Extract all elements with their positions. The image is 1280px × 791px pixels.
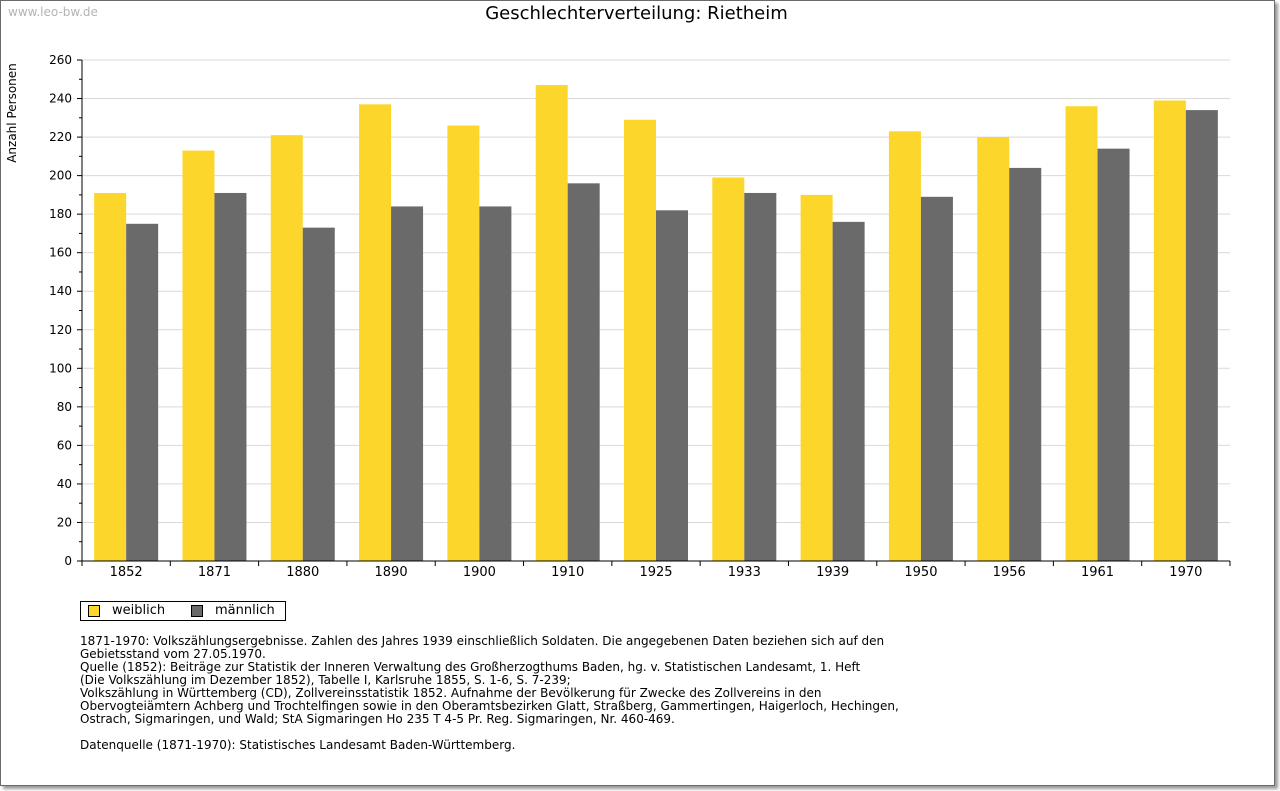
bar-weiblich-1880 — [270, 135, 303, 561]
y-tick-label: 100 — [49, 361, 72, 375]
bar-weiblich-1950 — [888, 131, 921, 562]
legend-item-weiblich: weiblich — [88, 603, 165, 618]
y-tick-label: 200 — [49, 169, 72, 183]
bar-maennlich-1939 — [832, 221, 865, 561]
x-tick-label: 1900 — [463, 565, 496, 580]
x-tick-label: 1910 — [551, 565, 584, 580]
bar-maennlich-1900 — [479, 206, 512, 561]
source-notes: 1871-1970: Volkszählungsergebnisse. Zahl… — [80, 635, 980, 752]
x-tick-label: 1852 — [110, 565, 143, 580]
y-tick-label: 140 — [49, 284, 72, 298]
y-tick-label: 20 — [57, 515, 72, 529]
legend-swatch-weiblich — [88, 604, 100, 617]
y-tick-label: 160 — [49, 246, 72, 260]
note-line: 1871-1970: Volkszählungsergebnisse. Zahl… — [80, 634, 885, 648]
note-line: Volkszählung in Württemberg (CD), Zollve… — [80, 686, 822, 700]
note-line: Obervogteiämtern Achberg und Trochtelfin… — [80, 699, 899, 713]
bar-weiblich-1970 — [1153, 100, 1186, 561]
y-tick-label: 260 — [49, 53, 72, 67]
legend: weiblich männlich — [80, 601, 286, 621]
bar-weiblich-1910 — [535, 85, 568, 562]
y-tick-label: 120 — [49, 323, 72, 337]
x-tick-label: 1939 — [816, 565, 849, 580]
bar-weiblich-1961 — [1065, 106, 1098, 561]
bar-maennlich-1852 — [126, 223, 159, 562]
legend-label-weiblich: weiblich — [112, 603, 166, 618]
data-source: Datenquelle (1871-1970): Statistisches L… — [80, 738, 516, 752]
bar-weiblich-1939 — [800, 194, 833, 561]
x-tick-label: 1970 — [1169, 565, 1202, 580]
x-tick-label: 1890 — [375, 565, 408, 580]
legend-swatch-maennlich — [191, 604, 203, 617]
bar-maennlich-1970 — [1185, 110, 1218, 561]
x-tick-label: 1871 — [198, 565, 231, 580]
legend-label-maennlich: männlich — [215, 603, 275, 618]
bar-weiblich-1933 — [712, 177, 745, 562]
bar-weiblich-1925 — [624, 119, 656, 561]
x-tick-label: 1961 — [1081, 565, 1114, 580]
bar-maennlich-1910 — [567, 183, 600, 562]
y-tick-label: 180 — [49, 207, 72, 221]
x-tick-label: 1880 — [286, 565, 319, 580]
bars — [94, 85, 1218, 562]
bar-weiblich-1956 — [977, 137, 1010, 562]
legend-item-maennlich: männlich — [191, 603, 275, 618]
bar-maennlich-1880 — [302, 227, 335, 561]
note-line: (Die Volkszählung im Dezember 1852), Tab… — [80, 673, 571, 687]
watermark: www.leo-bw.de — [8, 5, 98, 19]
x-tick-label: 1950 — [904, 565, 937, 580]
bar-maennlich-1950 — [920, 196, 953, 562]
y-tick-label: 0 — [64, 554, 72, 568]
x-tick-label: 1956 — [993, 565, 1026, 580]
note-line: Gebietsstand vom 27.05.1970. — [80, 647, 266, 661]
x-tick-label: 1925 — [639, 565, 672, 580]
y-tick-label: 40 — [57, 477, 72, 491]
bar-maennlich-1956 — [1009, 167, 1042, 561]
bar-maennlich-1925 — [656, 210, 688, 562]
axes: 0 20 40 60 80 100 120 140 160 180 200 220 240 260 1852… — [49, 53, 1231, 580]
bar-weiblich-1852 — [94, 192, 127, 561]
y-tick-label: 80 — [57, 400, 72, 414]
note-line: Ostrach, Sigmaringen, und Wald; StA Sigm… — [80, 712, 675, 726]
bar-weiblich-1900 — [447, 125, 480, 561]
chart-title: Geschlechterverteilung: Rietheim — [485, 3, 788, 24]
bar-maennlich-1933 — [744, 192, 777, 561]
y-tick-label: 60 — [57, 438, 72, 452]
x-tick-label: 1933 — [728, 565, 761, 580]
bar-weiblich-1871 — [182, 150, 215, 562]
bar-chart: 0 20 40 60 80 100 120 140 160 180 200 220 240 260 1852… — [49, 53, 1231, 580]
y-tick-label: 220 — [49, 130, 72, 144]
bar-maennlich-1890 — [391, 206, 424, 561]
bar-maennlich-1961 — [1097, 148, 1130, 561]
bar-maennlich-1871 — [214, 192, 247, 561]
note-line: Quelle (1852): Beiträge zur Statistik de… — [80, 660, 861, 674]
bar-weiblich-1890 — [359, 104, 392, 562]
y-tick-label: 240 — [49, 92, 72, 106]
